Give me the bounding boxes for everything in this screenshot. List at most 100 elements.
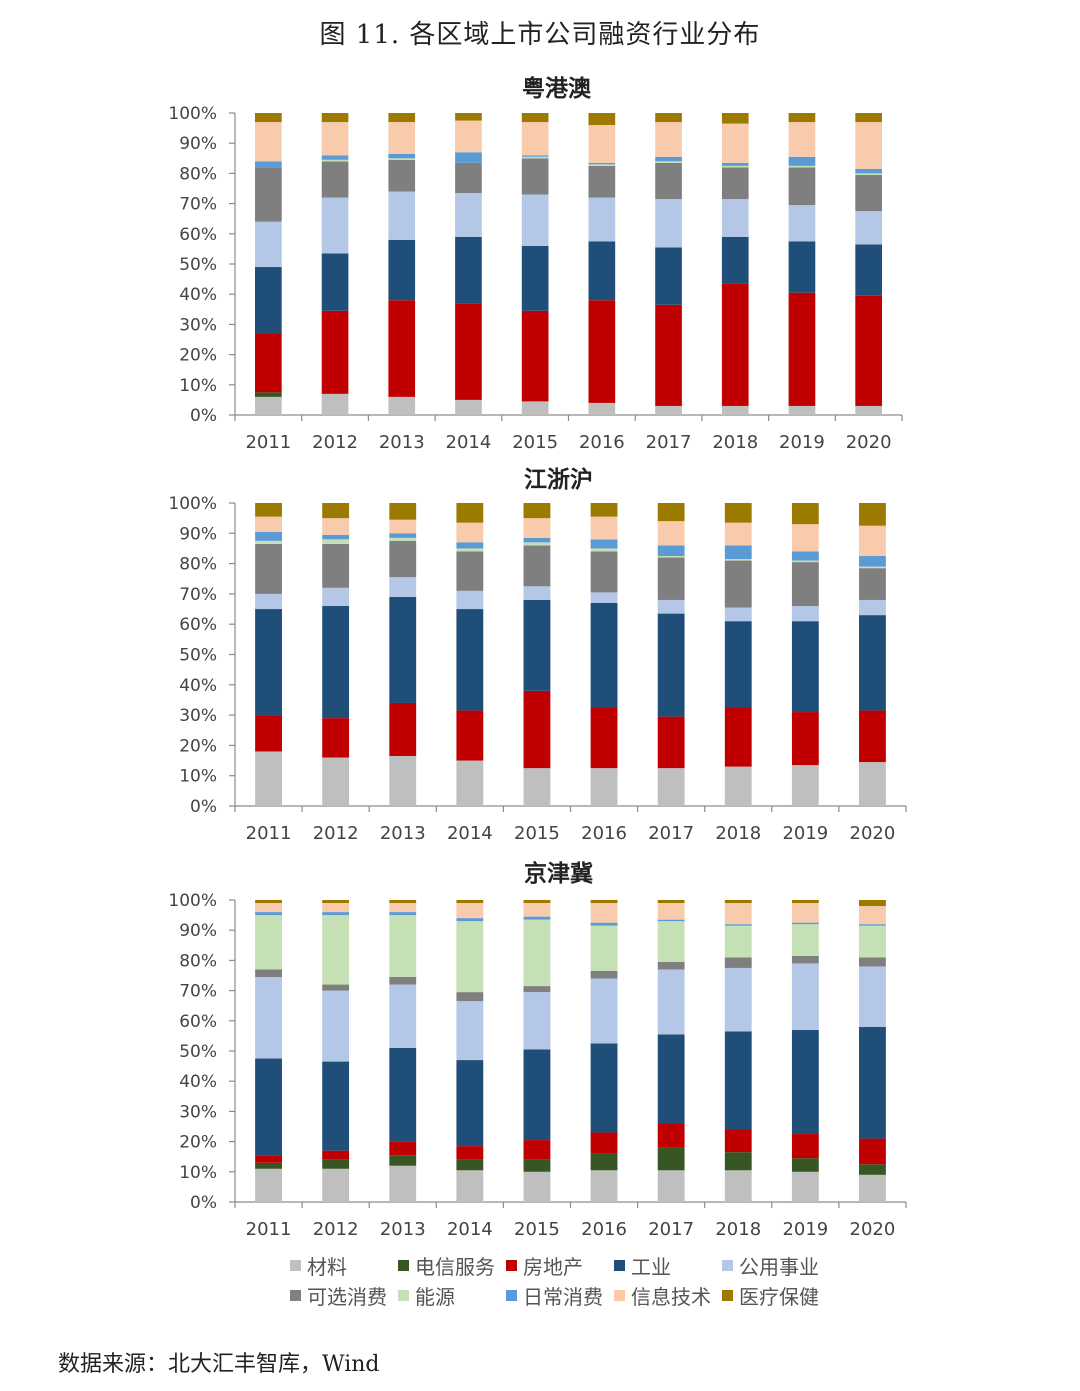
- bar-segment: [655, 161, 682, 163]
- bar-segment: [389, 503, 417, 520]
- bar-segment: [255, 333, 282, 393]
- y-tick-label: 60%: [179, 225, 217, 245]
- x-tick-label: 2014: [447, 823, 493, 844]
- bar-segment: [859, 1138, 886, 1165]
- bar-segment: [255, 715, 282, 752]
- y-tick-label: 30%: [179, 315, 217, 335]
- x-tick-label: 2013: [380, 1219, 426, 1240]
- bar-segment: [791, 551, 819, 561]
- bar-segment: [859, 615, 886, 711]
- bar-segment: [657, 1034, 685, 1124]
- bar-segment: [590, 1132, 618, 1154]
- legend-swatch: [614, 1289, 625, 1301]
- bar-segment: [321, 393, 349, 415]
- bar-segment: [655, 156, 682, 162]
- bar-segment: [322, 518, 350, 535]
- bar-segment: [322, 912, 350, 916]
- bar-segment: [255, 221, 282, 268]
- bar-segment: [855, 174, 882, 212]
- bar-segment: [724, 924, 752, 926]
- bar-segment: [389, 1141, 417, 1156]
- y-tick-label: 90%: [179, 524, 217, 544]
- bar-segment: [855, 295, 882, 406]
- legend-label: 工业: [631, 1254, 671, 1279]
- bar-segment: [523, 503, 551, 519]
- bar-segment: [724, 503, 752, 523]
- bar-segment: [255, 900, 282, 904]
- x-tick-label: 2015: [514, 1219, 560, 1240]
- bar-segment: [724, 900, 752, 904]
- bar-segment: [255, 915, 282, 970]
- bar-segment: [724, 766, 752, 806]
- bar-segment: [588, 165, 616, 198]
- bar-segment: [859, 566, 886, 569]
- bar-segment: [859, 599, 886, 616]
- bar-segment: [322, 1061, 350, 1151]
- bar-segment: [388, 153, 416, 159]
- legend: 材料 电信服务 房地产 工业 公用事业 可选消费 能源 日常消费 信息技术 医疗保健: [290, 1250, 850, 1310]
- bar-segment: [657, 969, 685, 1035]
- bar-segment: [724, 560, 752, 608]
- bar-segment: [255, 609, 282, 716]
- legend-item: 可选消费: [290, 1281, 398, 1310]
- x-tick-label: 2012: [312, 432, 358, 453]
- x-tick-label: 2013: [379, 432, 425, 453]
- bar-segment: [588, 113, 616, 126]
- bar-segment: [859, 925, 886, 958]
- bar-segment: [721, 199, 749, 237]
- bar-segment: [788, 292, 816, 406]
- bar-segment: [456, 590, 484, 610]
- bar-segment: [523, 690, 551, 769]
- bar-segment: [455, 303, 482, 400]
- bar-segment: [657, 1170, 685, 1202]
- y-tick-label: 0%: [190, 797, 217, 817]
- bar-segment: [255, 161, 282, 168]
- bar-segment: [322, 1159, 350, 1169]
- bar-segment: [255, 1058, 282, 1156]
- y-tick-label: 30%: [179, 706, 217, 726]
- legend-swatch: [722, 1289, 733, 1301]
- bar-segment: [788, 167, 816, 206]
- bar-segment: [721, 405, 749, 415]
- bar-segment: [590, 516, 618, 540]
- bar-segment: [855, 113, 882, 123]
- bar-segment: [321, 113, 349, 123]
- bar-segment: [724, 522, 752, 546]
- y-tick-label: 70%: [179, 195, 217, 215]
- bar-segment: [521, 156, 549, 159]
- bar-segment: [389, 903, 417, 913]
- x-tick-label: 2014: [446, 432, 492, 453]
- bar-segment: [791, 1158, 819, 1172]
- bar-segment: [590, 1170, 618, 1202]
- bar-segment: [855, 211, 882, 245]
- bar-segment: [590, 1153, 618, 1171]
- x-tick-label: 2018: [712, 432, 758, 453]
- bar-segment: [255, 122, 282, 162]
- bar-segment: [657, 903, 685, 920]
- legend-item: 电信服务: [398, 1251, 506, 1280]
- y-tick-label: 0%: [190, 406, 217, 426]
- bar-segment: [655, 405, 682, 415]
- bar-segment: [389, 596, 417, 703]
- x-tick-label: 2015: [514, 823, 560, 844]
- y-tick-label: 80%: [179, 555, 217, 575]
- bar-segment: [588, 241, 616, 301]
- bar-segment: [255, 1162, 282, 1169]
- bar-segment: [456, 710, 484, 761]
- y-tick-label: 0%: [190, 1193, 217, 1213]
- bar-segment: [590, 970, 618, 979]
- bar-segment: [255, 593, 282, 610]
- bar-segment: [724, 1152, 752, 1171]
- bar-segment: [590, 602, 618, 708]
- bar-segment: [657, 1123, 685, 1148]
- legend-label: 能源: [415, 1284, 455, 1309]
- bar-segment: [657, 521, 685, 546]
- bar-segment: [859, 966, 886, 1027]
- legend-label: 可选消费: [307, 1284, 387, 1309]
- bar-segment: [321, 155, 349, 160]
- bar-segment: [389, 1047, 417, 1142]
- legend-label: 日常消费: [523, 1284, 603, 1309]
- bar-segment: [255, 392, 282, 397]
- bar-segment: [523, 768, 551, 806]
